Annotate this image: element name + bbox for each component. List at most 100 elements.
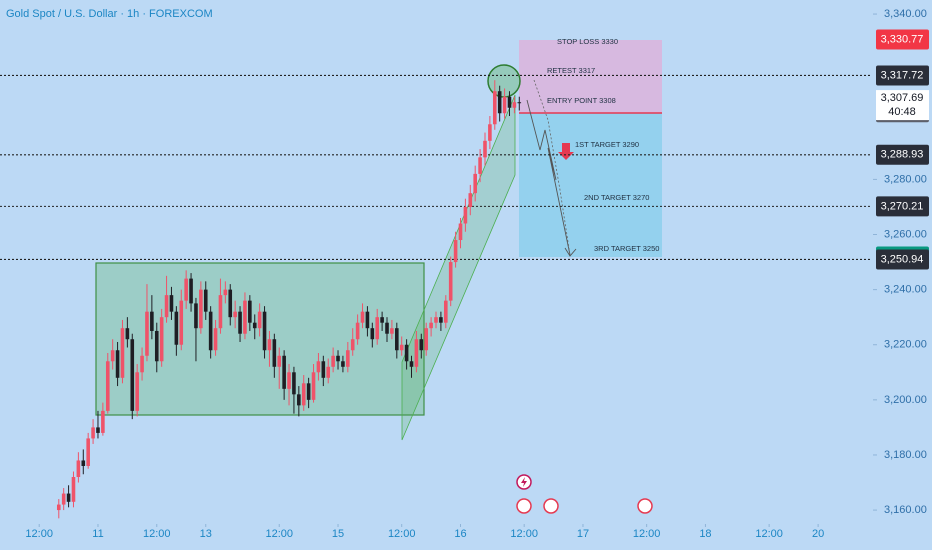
body (125, 328, 130, 340)
price-label: 3,317.72 (881, 69, 924, 81)
body (341, 361, 345, 367)
body (488, 124, 492, 141)
body (248, 300, 252, 323)
body (375, 317, 380, 340)
body (385, 322, 389, 334)
body (262, 311, 267, 351)
body (409, 361, 414, 367)
body (478, 157, 482, 174)
x-tick-label: 17 (577, 528, 589, 540)
body (208, 311, 213, 351)
x-tick-label: 13 (200, 528, 212, 540)
body (517, 102, 522, 104)
body (194, 303, 198, 329)
body (174, 311, 179, 345)
body (336, 355, 340, 362)
body (424, 328, 429, 351)
path-dotted (533, 79, 571, 256)
body (150, 311, 154, 331)
body (287, 372, 291, 389)
body (512, 102, 517, 108)
body (468, 193, 473, 207)
body (370, 328, 375, 340)
price-box (876, 65, 929, 86)
body (154, 330, 159, 362)
body (223, 289, 228, 296)
price-label: 3,250.94 (881, 253, 924, 265)
x-tick-label: 12:00 (265, 528, 293, 540)
x-tick-label: 11 (92, 528, 103, 540)
body (306, 383, 311, 400)
y-tick-label: 3,240.00 (884, 284, 927, 296)
x-tick-label: 12:00 (388, 528, 416, 540)
body (448, 262, 453, 301)
body (199, 289, 203, 329)
body (321, 361, 326, 378)
body (203, 289, 208, 312)
body (120, 328, 125, 378)
body (507, 96, 512, 108)
body (355, 322, 360, 340)
body (463, 206, 468, 224)
annotation: 1ST TARGET 3290 (575, 140, 639, 149)
body (233, 311, 237, 318)
body (101, 410, 105, 433)
price-box (876, 249, 929, 270)
body (453, 240, 458, 263)
body (414, 339, 419, 367)
body (56, 504, 61, 511)
price-box (876, 196, 929, 217)
body (213, 328, 218, 351)
body (502, 96, 507, 114)
price-label: 3,270.21 (881, 200, 924, 212)
body (380, 317, 384, 323)
body (282, 355, 286, 389)
body (115, 350, 120, 378)
body (395, 328, 399, 351)
y-tick-label: 3,280.00 (884, 173, 927, 185)
body (350, 339, 355, 351)
x-tick-label: 20 (812, 528, 824, 540)
body (439, 317, 443, 323)
x-tick-label: 15 (332, 528, 344, 540)
body (297, 394, 301, 406)
annotation: 2ND TARGET 3270 (584, 193, 649, 202)
body (301, 383, 306, 406)
x-tick-label: 12:00 (633, 528, 661, 540)
chart-title: Gold Spot / U.S. Dollar · 1h · FOREXCOM (6, 8, 213, 20)
y-tick-label: 3,160.00 (884, 504, 927, 516)
y-tick-label: 3,260.00 (884, 228, 927, 240)
body (492, 91, 497, 125)
body (81, 460, 86, 466)
body (257, 311, 262, 329)
annotation: ENTRY POINT 3308 (547, 96, 616, 105)
body (316, 361, 321, 373)
body (429, 322, 433, 329)
body (458, 223, 463, 241)
y-tick-label: 3,340.00 (884, 8, 927, 20)
body (76, 460, 81, 478)
body (365, 311, 370, 329)
x-tick-label: 12:00 (143, 528, 171, 540)
annotation: RETEST 3317 (547, 66, 595, 75)
body (331, 355, 335, 367)
down-arrow (558, 143, 574, 160)
arrow-head (564, 247, 577, 257)
body (179, 300, 184, 345)
path-arrow (526, 99, 571, 256)
last-price: 3,307.69 (881, 92, 924, 104)
body (105, 361, 110, 411)
body (434, 317, 438, 323)
body (360, 311, 365, 323)
body (130, 339, 135, 411)
body (169, 295, 174, 312)
body (218, 295, 223, 329)
body (390, 328, 394, 334)
body (96, 427, 100, 433)
range-box (95, 262, 425, 416)
retest-circle (487, 64, 521, 98)
channel (401, 94, 516, 441)
body (346, 350, 350, 367)
